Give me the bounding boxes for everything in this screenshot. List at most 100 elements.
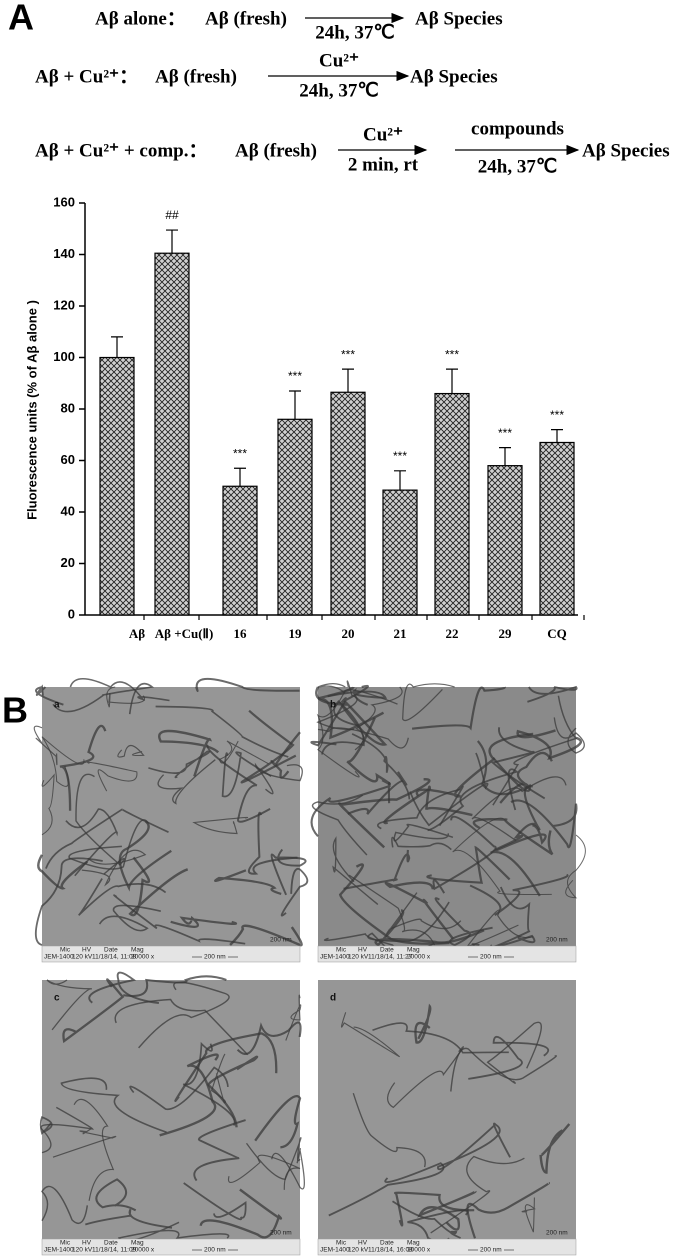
arrow-below: 24h, 37℃ <box>478 156 557 177</box>
bar <box>99 356 135 616</box>
fibril <box>254 762 303 795</box>
fibril <box>391 836 452 851</box>
fibril <box>316 690 360 778</box>
fibril <box>95 1178 137 1212</box>
fibril <box>499 751 553 804</box>
fibril <box>539 1123 571 1174</box>
fibril <box>229 924 303 947</box>
info-header: Date <box>380 947 394 954</box>
fibril <box>128 856 189 917</box>
fibril <box>41 773 55 836</box>
info-scale: 200 nm <box>480 1247 502 1254</box>
fibril <box>553 717 585 754</box>
panel-label: A <box>8 0 34 38</box>
info-bar <box>317 1238 577 1256</box>
fibril <box>386 1046 464 1109</box>
fibril <box>374 909 485 947</box>
fibril <box>129 1066 229 1110</box>
fibril <box>393 1191 475 1227</box>
fibril <box>352 1092 426 1168</box>
arrow-below: 24h, 37℃ <box>315 22 394 43</box>
image-background <box>42 687 300 946</box>
fibril <box>60 1077 167 1134</box>
bar <box>154 252 190 616</box>
info-hv: 120 kV <box>348 954 369 961</box>
info-bar <box>317 945 577 963</box>
y-axis-title: Fluorescence units (% of Aβ alone ) <box>24 300 39 520</box>
arrow-above: compounds <box>471 118 564 139</box>
fibril <box>206 744 271 823</box>
info-mag: 20000 x <box>407 954 431 961</box>
image-label: b <box>330 700 336 711</box>
arrow-above: Cu²⁺ <box>363 124 403 145</box>
fibril <box>310 781 391 838</box>
x-tick-label: 21 <box>394 626 407 641</box>
x-tick-label: 20 <box>342 626 355 641</box>
fibril <box>466 1181 550 1239</box>
fibril <box>315 686 388 746</box>
info-date: 11/18/14, 11:08 <box>92 954 137 961</box>
fibril <box>114 998 249 1056</box>
scheme-product: Aβ Species <box>410 66 498 87</box>
bar <box>222 485 258 616</box>
info-header: Date <box>104 947 118 954</box>
info-instrument: JEM-1400 <box>44 954 74 961</box>
fibril <box>98 904 161 932</box>
info-hv: 120 kV <box>348 1247 369 1254</box>
image-label: c <box>54 993 60 1004</box>
info-header: Mag <box>131 1240 144 1247</box>
info-date: 11/18/14, 11:27 <box>368 954 413 961</box>
fibril <box>409 752 489 827</box>
fibril <box>158 729 220 777</box>
info-hv: 120 kV <box>72 954 93 961</box>
fibril <box>221 751 272 798</box>
fibril <box>494 785 541 851</box>
y-tick-label: 120 <box>53 297 75 312</box>
y-tick-label: 100 <box>53 349 75 364</box>
bar <box>330 391 366 616</box>
fibril <box>52 1128 117 1158</box>
scheme-condition: Aβ alone： <box>95 8 186 29</box>
fibril <box>383 785 473 825</box>
info-bar <box>41 1238 301 1256</box>
x-tick-label: 19 <box>289 626 303 641</box>
error-bar <box>551 429 563 443</box>
fibril <box>317 683 398 705</box>
fibril <box>516 729 583 761</box>
y-tick-label: 80 <box>61 400 75 415</box>
fibril <box>471 776 567 842</box>
fibril <box>88 971 160 1005</box>
scheme-start: Aβ (fresh) <box>205 8 287 29</box>
x-tick-label: CQ <box>547 626 567 641</box>
info-scale: 200 nm <box>204 1247 226 1254</box>
info-mag: 20000 x <box>131 954 155 961</box>
fibril <box>236 1021 302 1055</box>
fibril <box>40 1106 94 1154</box>
bar <box>434 392 470 616</box>
fibril <box>411 686 506 731</box>
fibril <box>199 1188 282 1239</box>
fibril <box>414 1003 432 1044</box>
y-tick-label: 40 <box>61 503 75 518</box>
image-label: d <box>330 993 336 1004</box>
fibril <box>182 1041 236 1126</box>
fibril <box>183 1182 247 1221</box>
significance: *** <box>341 347 355 361</box>
arrow-below: 24h, 37℃ <box>299 80 378 101</box>
scheme-condition: Aβ + Cu²⁺ + comp.： <box>35 140 207 161</box>
fibril <box>347 771 408 815</box>
scale-label: 200 nm <box>546 937 568 944</box>
fibril <box>218 740 269 765</box>
info-header: Mag <box>407 1240 420 1247</box>
fibril <box>348 874 436 946</box>
info-header: Mag <box>407 947 420 954</box>
fibril <box>118 820 172 892</box>
fibril <box>159 1053 219 1137</box>
info-mag: 20000 x <box>407 1247 431 1254</box>
fibril <box>328 1162 445 1217</box>
fibril <box>46 979 92 1031</box>
